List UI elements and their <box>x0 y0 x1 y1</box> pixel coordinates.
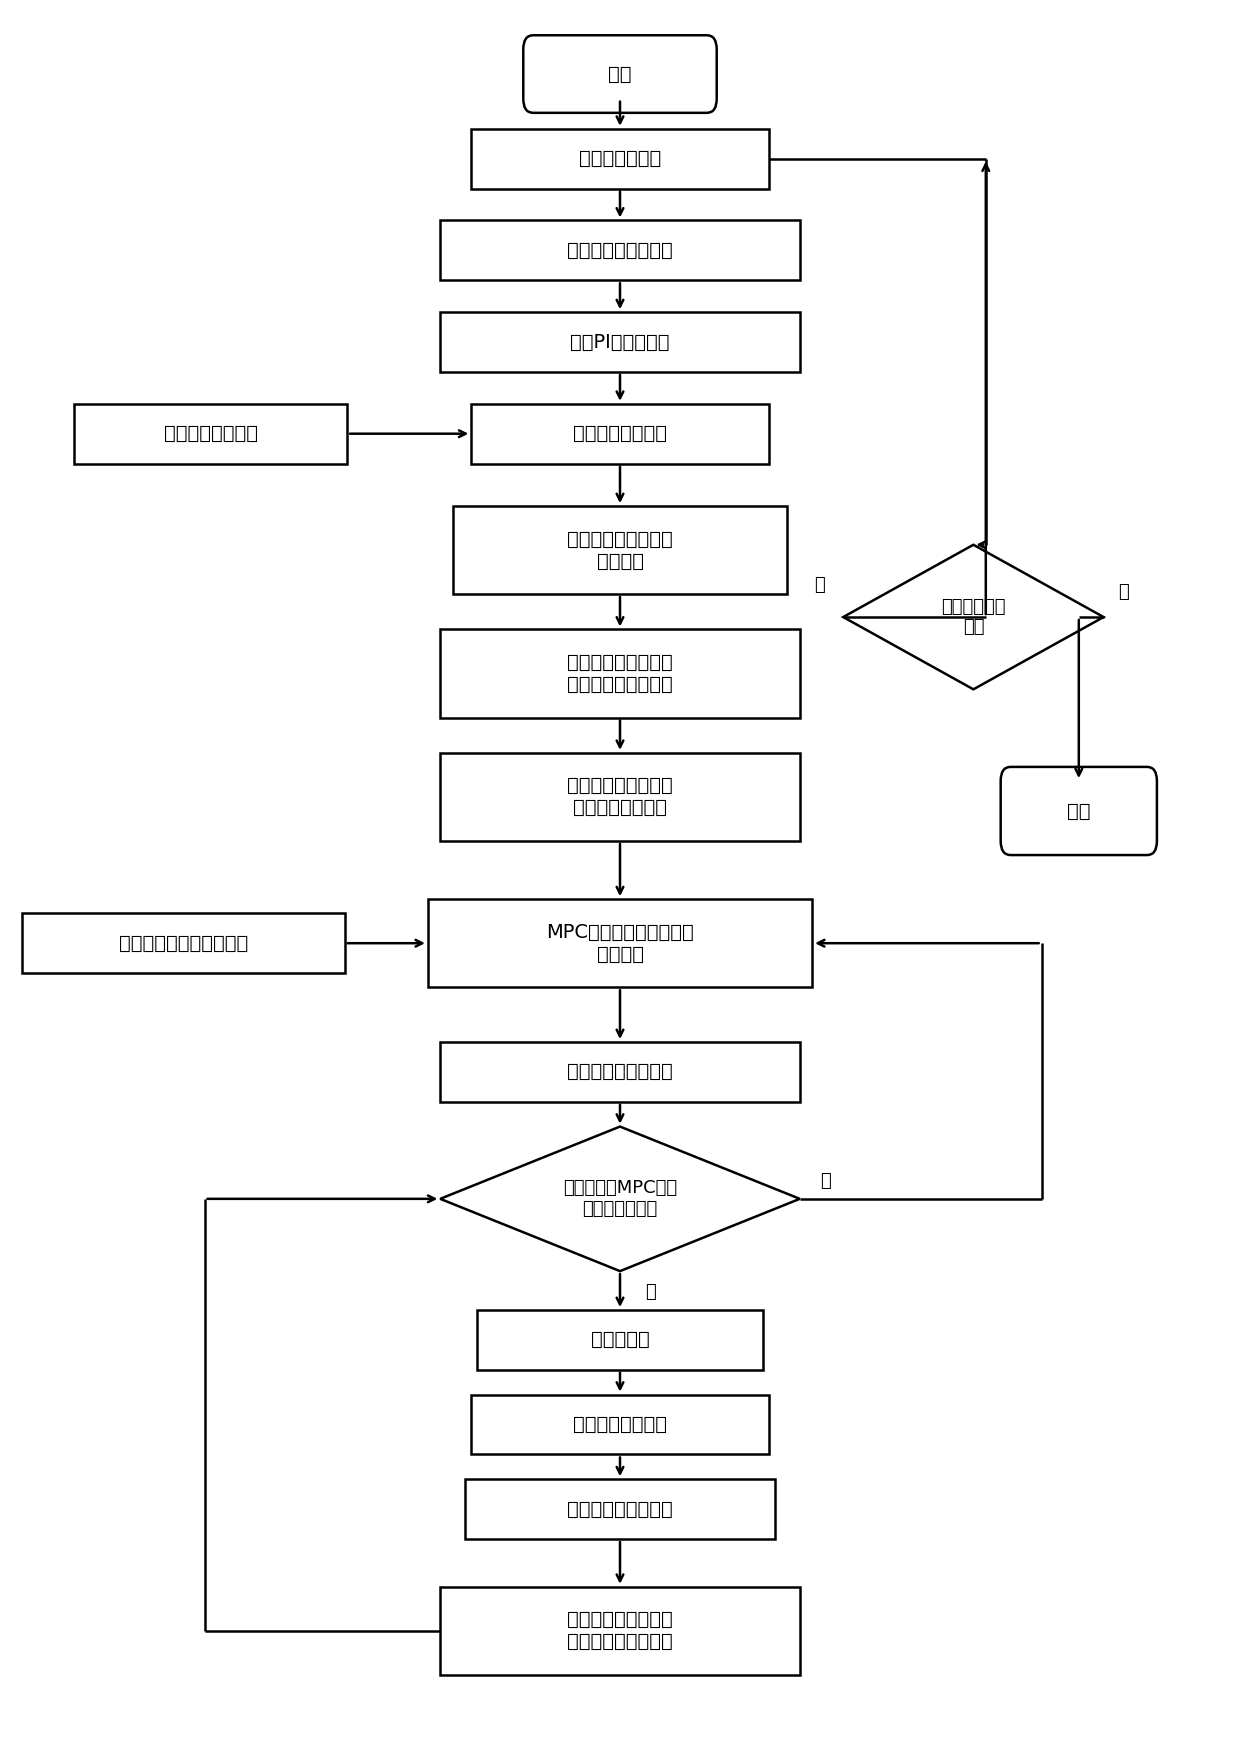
Text: 设置监测点参考温度轨迹: 设置监测点参考温度轨迹 <box>119 934 248 952</box>
FancyBboxPatch shape <box>440 312 800 372</box>
Text: 滚动优化计算控制量: 滚动优化计算控制量 <box>567 1500 673 1518</box>
FancyBboxPatch shape <box>440 1042 800 1102</box>
Polygon shape <box>440 1127 800 1271</box>
Text: 设定初始条件、边界
条件、监测点位置: 设定初始条件、边界 条件、监测点位置 <box>567 776 673 818</box>
FancyBboxPatch shape <box>440 1587 800 1675</box>
Text: 否: 否 <box>813 577 825 594</box>
Text: 晶体生长是否
完成: 晶体生长是否 完成 <box>941 598 1006 636</box>
Text: 预测值校正: 预测值校正 <box>590 1331 650 1349</box>
FancyBboxPatch shape <box>440 629 800 718</box>
Text: 初始化晶体形状: 初始化晶体形状 <box>579 150 661 167</box>
FancyBboxPatch shape <box>440 220 800 280</box>
FancyBboxPatch shape <box>465 1479 775 1539</box>
Text: 真实温度与MPC预测
温度是否有偏差: 真实温度与MPC预测 温度是否有偏差 <box>563 1179 677 1218</box>
Text: 计算晶体实时半径与
实时高度: 计算晶体实时半径与 实时高度 <box>567 529 673 571</box>
FancyBboxPatch shape <box>477 1310 763 1370</box>
Polygon shape <box>843 545 1104 689</box>
Text: MPC控制器计算控制量加
热器功率: MPC控制器计算控制量加 热器功率 <box>546 922 694 964</box>
FancyBboxPatch shape <box>22 913 345 973</box>
FancyBboxPatch shape <box>1001 767 1157 855</box>
Text: 计算控制量牵引力: 计算控制量牵引力 <box>573 425 667 443</box>
FancyBboxPatch shape <box>471 1395 769 1454</box>
Text: 结束: 结束 <box>1068 802 1090 820</box>
Text: 否: 否 <box>820 1172 831 1190</box>
Text: 是: 是 <box>1118 584 1130 601</box>
FancyBboxPatch shape <box>453 506 787 594</box>
FancyBboxPatch shape <box>471 404 769 464</box>
FancyBboxPatch shape <box>440 753 800 841</box>
Text: 开始: 开始 <box>609 65 631 83</box>
Text: 计算监测点真实温度: 计算监测点真实温度 <box>567 1063 673 1081</box>
FancyBboxPatch shape <box>74 404 347 464</box>
Text: 设置晶体参考半径: 设置晶体参考半径 <box>164 425 258 443</box>
Text: 移位设置预测初值: 移位设置预测初值 <box>573 1416 667 1433</box>
Text: 建立提拉动力学模型: 建立提拉动力学模型 <box>567 242 673 259</box>
Text: 计算监测点真实温度
输出校正后的预测值: 计算监测点真实温度 输出校正后的预测值 <box>567 1610 673 1652</box>
FancyBboxPatch shape <box>523 35 717 113</box>
FancyBboxPatch shape <box>471 129 769 189</box>
FancyBboxPatch shape <box>428 899 812 987</box>
Text: 设置PI控制器参数: 设置PI控制器参数 <box>570 333 670 351</box>
Text: 是: 是 <box>646 1283 656 1301</box>
Text: 根据实时半径和高度
建立实时有限元模型: 根据实时半径和高度 建立实时有限元模型 <box>567 652 673 695</box>
